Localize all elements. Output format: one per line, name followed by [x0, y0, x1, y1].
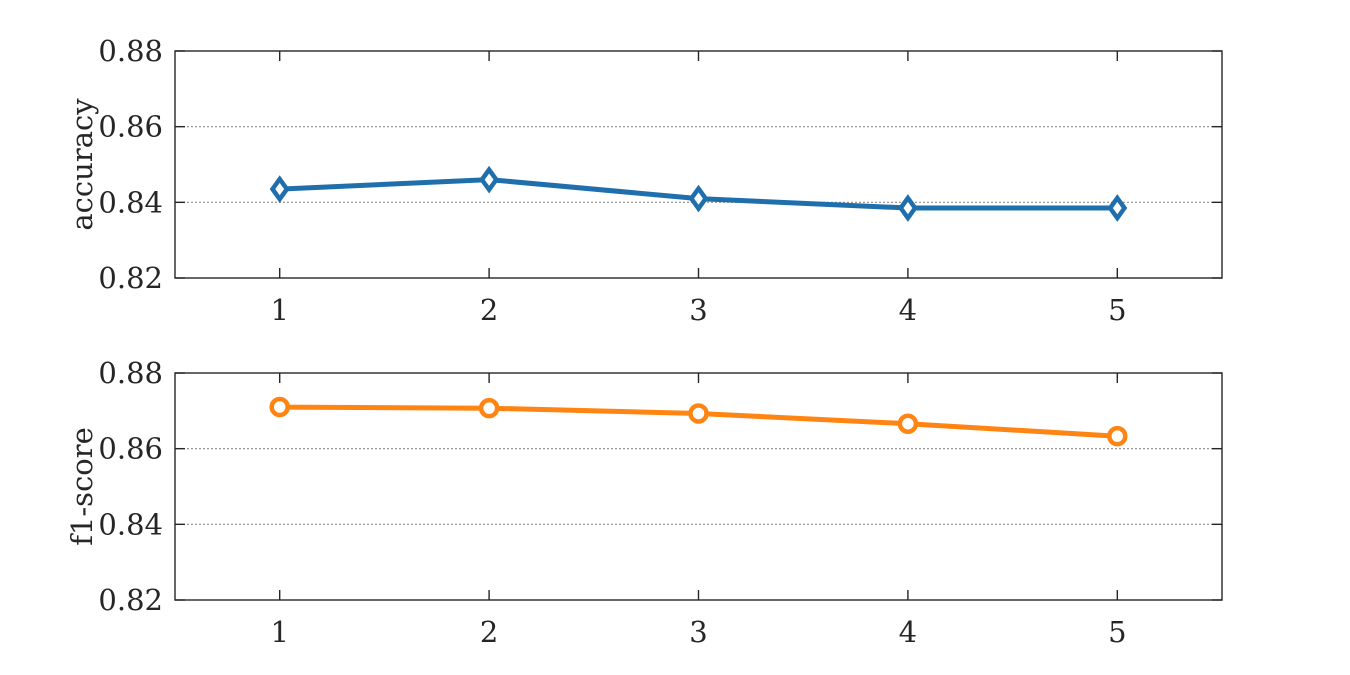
data-point-diamond	[269, 175, 290, 203]
subplot-2: 0.82 0.84 0.86 0.88 1 2 3 4 5 f1-score	[65, 356, 1223, 649]
data-point-circle	[478, 397, 500, 419]
data-point-circle	[688, 403, 709, 424]
subplots: 0.820.840.860.881 2 3 4 5accuracy0.820.840.8…	[65, 34, 1223, 649]
y-tick-label: 0.84	[98, 507, 163, 541]
data-point-circle	[1107, 425, 1128, 447]
y-axis-label: accuracy	[65, 98, 99, 231]
subplot-1: 0.82 0.84 0.86 0.88 1 2 3 4 5 accuracy	[65, 34, 1223, 327]
data-point-diamond	[688, 184, 709, 213]
x-tick-label: 2	[480, 615, 498, 649]
y-tick-label: 0.84	[98, 185, 163, 219]
data-point-circle	[269, 396, 290, 418]
x-tick-label: 1	[270, 293, 288, 327]
x-tick-label: 3	[689, 615, 707, 649]
x-tick-label: 1	[270, 615, 288, 649]
x-tick-label: 3	[689, 293, 707, 327]
x-tick-label: 5	[1108, 293, 1126, 327]
data-point-diamond	[897, 194, 918, 222]
x-tick-label: 4	[899, 293, 917, 327]
y-tick-label: 0.82	[98, 583, 163, 617]
y-tick-label: 0.86	[98, 432, 163, 466]
y-tick-label: 0.82	[98, 261, 163, 295]
x-tick-label: 5	[1108, 615, 1126, 649]
y-tick-label: 0.88	[98, 356, 163, 390]
data-point-diamond	[479, 165, 500, 194]
y-axis-label: f1-score	[65, 427, 99, 546]
x-tick-label: 2	[480, 293, 498, 327]
axes-frame	[174, 50, 1223, 279]
y-tick-label: 0.86	[98, 110, 163, 144]
x-tick-label: 4	[899, 615, 917, 649]
data-point-diamond	[1107, 194, 1128, 222]
y-tick-label: 0.88	[98, 34, 163, 68]
data-point-circle	[897, 413, 919, 434]
